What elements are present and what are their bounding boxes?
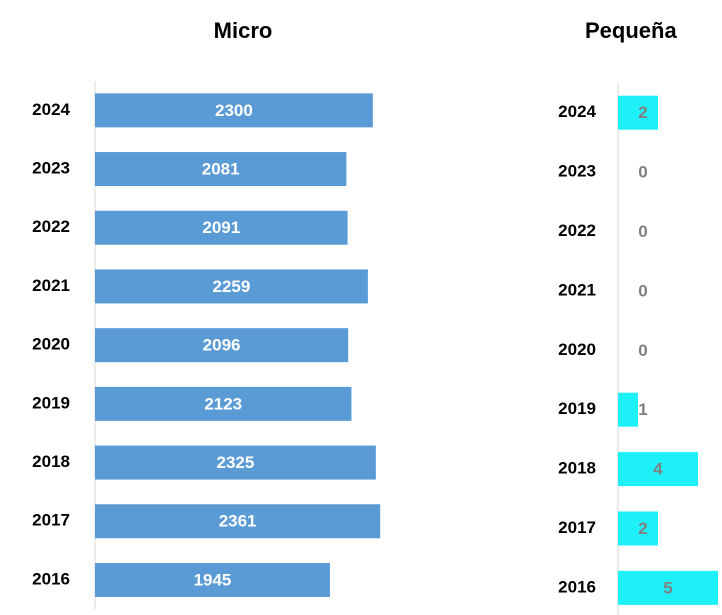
y-tick-label: 2024: [32, 100, 70, 119]
y-tick-label: 2023: [32, 159, 70, 178]
data-label: 2: [638, 103, 647, 122]
bar: [95, 386, 352, 421]
data-label: 2300: [215, 101, 253, 120]
bar: [95, 152, 347, 187]
y-tick-label: 2021: [32, 276, 70, 295]
data-label: 2361: [219, 512, 257, 531]
data-label: 2096: [203, 336, 241, 355]
y-tick-label: 2017: [32, 511, 70, 530]
bar: [95, 562, 330, 597]
data-label: 4: [653, 460, 663, 479]
y-tick-label: 2021: [558, 280, 596, 299]
data-label: 0: [638, 341, 647, 360]
bar: [95, 93, 373, 128]
bar: [95, 445, 376, 480]
y-tick-label: 2016: [32, 569, 70, 588]
chart-title: Micro: [214, 18, 273, 43]
bar: [95, 269, 368, 304]
data-label: 2: [638, 519, 647, 538]
y-tick-label: 2020: [32, 335, 70, 354]
bar: [618, 392, 638, 427]
bar: [95, 504, 381, 539]
data-label: 2123: [204, 394, 242, 413]
data-label: 0: [638, 281, 647, 300]
bar: [95, 328, 349, 363]
data-label: 0: [638, 163, 647, 182]
bar: [95, 210, 348, 245]
data-label: 1945: [194, 570, 232, 589]
y-tick-label: 2022: [32, 217, 70, 236]
y-tick-label: 2023: [558, 162, 596, 181]
y-tick-label: 2022: [558, 221, 596, 240]
y-tick-label: 2019: [558, 399, 596, 418]
y-tick-label: 2024: [558, 102, 596, 121]
data-label: 2259: [213, 277, 251, 296]
data-label: 0: [638, 222, 647, 241]
bar: [618, 95, 658, 130]
chart-title: Pequeña: [585, 18, 677, 43]
bar: [618, 570, 718, 605]
y-tick-label: 2017: [558, 518, 596, 537]
data-label: 2091: [202, 218, 240, 237]
data-label: 2081: [202, 160, 240, 179]
y-tick-label: 2020: [558, 340, 596, 359]
y-tick-label: 2019: [32, 393, 70, 412]
data-label: 2325: [217, 453, 255, 472]
y-tick-label: 2018: [32, 452, 70, 471]
bar: [618, 452, 698, 487]
y-tick-label: 2016: [558, 577, 596, 596]
y-tick-label: 2018: [558, 459, 596, 478]
data-label: 5: [663, 578, 672, 597]
data-label: 1: [638, 400, 647, 419]
bar: [618, 511, 658, 546]
